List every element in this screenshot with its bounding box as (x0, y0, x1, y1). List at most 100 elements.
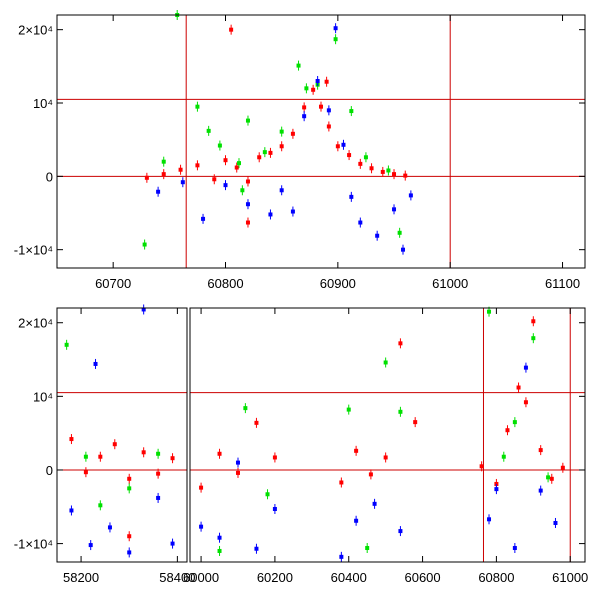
bottom-point-green-3 (127, 486, 132, 491)
top-xtick-label-4: 61100 (545, 276, 580, 291)
bottom-point-red-6 (156, 471, 161, 476)
top-point-blue-5 (268, 212, 273, 217)
top-point-green-12 (333, 37, 338, 42)
top-point-red-2 (178, 167, 183, 172)
top-point-red-0 (144, 175, 149, 180)
top-point-green-16 (397, 230, 402, 235)
bottom-point-green-4 (156, 451, 161, 456)
bottom-point-red-10 (235, 470, 240, 475)
top-point-green-8 (279, 129, 284, 134)
bottom-ytick-label-0: -1×10⁴ (14, 537, 53, 552)
top-point-green-1 (161, 159, 166, 164)
top-point-blue-17 (401, 247, 406, 252)
top-point-blue-13 (349, 194, 354, 199)
bottom-point-red-24 (531, 319, 536, 324)
bottom-point-blue-17 (494, 487, 499, 492)
top-point-red-25 (324, 79, 329, 84)
bottom-point-red-2 (98, 454, 103, 459)
bottom-plot-frame-0 (56, 307, 188, 563)
bottom-panel-0-xtick-label-0: 58200 (63, 570, 99, 585)
bottom-point-green-8 (346, 407, 351, 412)
top-point-red-24 (245, 220, 250, 225)
top-point-blue-15 (375, 233, 380, 238)
bottom-panel-1-xtick-label-2: 60400 (331, 570, 367, 585)
bottom-point-red-4 (127, 476, 132, 481)
top-point-blue-0 (156, 189, 161, 194)
top-point-green-18 (240, 188, 245, 193)
bottom-point-green-9 (365, 546, 370, 551)
top-point-red-10 (279, 144, 284, 149)
top-point-blue-10 (326, 108, 331, 113)
top-xtick-label-3: 61000 (432, 276, 468, 291)
bottom-ytick-label-3: 2×10⁴ (18, 316, 53, 331)
top-point-red-17 (347, 153, 352, 158)
top-point-red-5 (223, 158, 228, 163)
bottom-point-green-1 (83, 454, 88, 459)
bottom-point-green-2 (98, 503, 103, 508)
top-ytick-label-3: 2×10⁴ (18, 23, 53, 38)
bottom-point-red-17 (398, 341, 403, 346)
top-point-blue-4 (245, 202, 250, 207)
top-point-red-1 (161, 172, 166, 177)
bottom-point-green-11 (398, 409, 403, 414)
bottom-point-blue-19 (523, 365, 528, 370)
top-point-green-15 (386, 168, 391, 173)
bottom-point-red-0 (69, 437, 74, 442)
bottom-point-blue-0 (69, 508, 74, 513)
top-point-green-5 (236, 161, 241, 166)
bottom-point-blue-5 (156, 495, 161, 500)
bottom-panel-1-xtick-label-0: 60000 (183, 570, 219, 585)
bottom-panel-1-xtick-label-5: 61000 (552, 570, 588, 585)
bottom-point-blue-16 (487, 517, 492, 522)
bottom-panel-1-xtick-label-4: 60800 (478, 570, 514, 585)
bottom-point-green-12 (487, 309, 492, 314)
bottom-point-red-3 (112, 442, 117, 447)
top-point-blue-6 (279, 188, 284, 193)
bottom-point-red-14 (354, 448, 359, 453)
top-point-red-22 (403, 173, 408, 178)
bottom-point-green-16 (546, 475, 551, 480)
bottom-point-blue-9 (235, 460, 240, 465)
top-point-green-9 (296, 63, 301, 68)
bottom-point-red-21 (505, 428, 510, 433)
top-xtick-label-1: 60800 (207, 276, 243, 291)
top-point-green-4 (217, 143, 222, 148)
bottom-point-green-13 (501, 454, 506, 459)
top-xtick-label-0: 60700 (95, 276, 131, 291)
top-point-red-19 (369, 166, 374, 171)
bottom-plot-frame-1 (189, 307, 586, 563)
top-point-blue-1 (180, 180, 185, 185)
bottom-point-red-11 (254, 420, 259, 425)
bottom-point-blue-11 (272, 506, 277, 511)
top-point-red-13 (311, 87, 316, 92)
top-point-red-7 (245, 179, 250, 184)
bottom-point-blue-7 (199, 524, 204, 529)
bottom-point-red-19 (479, 464, 484, 469)
top-point-blue-12 (341, 142, 346, 147)
top-point-green-7 (262, 150, 267, 155)
bottom-point-blue-22 (93, 361, 98, 366)
bottom-point-blue-18 (512, 546, 517, 551)
bottom-point-red-22 (516, 385, 521, 390)
top-point-red-21 (392, 172, 397, 177)
top-point-green-0 (142, 242, 147, 247)
bottom-point-red-8 (199, 485, 204, 490)
bottom-panel-1-xtick-label-1: 60200 (257, 570, 293, 585)
top-plot-frame (56, 14, 586, 269)
top-point-blue-8 (302, 114, 307, 119)
bottom-panel-1-xtick-label-3: 60600 (404, 570, 440, 585)
top-ytick-label-2: 10⁴ (33, 96, 53, 111)
top-xtick-label-2: 60900 (320, 276, 356, 291)
bottom-point-green-10 (383, 360, 388, 365)
bottom-point-red-20 (494, 481, 499, 486)
top-point-green-6 (245, 118, 250, 123)
bottom-point-red-18 (413, 420, 418, 425)
bottom-point-red-23 (523, 400, 528, 405)
bottom-ytick-label-1: 0 (46, 463, 53, 478)
bottom-point-blue-3 (127, 550, 132, 555)
bottom-point-red-26 (549, 476, 554, 481)
bottom-point-red-16 (383, 455, 388, 460)
top-point-blue-11 (333, 26, 338, 31)
